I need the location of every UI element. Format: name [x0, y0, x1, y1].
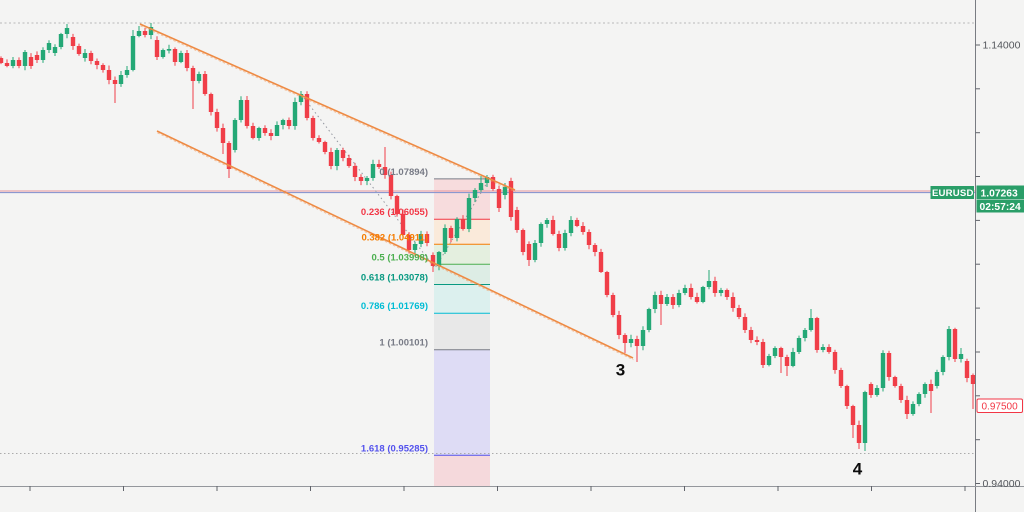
- svg-text:3: 3: [616, 361, 625, 380]
- svg-text:1.14000: 1.14000: [983, 40, 1021, 52]
- svg-text:EURUSD: EURUSD: [932, 188, 974, 199]
- svg-text:0.94000: 0.94000: [983, 478, 1021, 490]
- svg-text:0.236 (1.06055): 0.236 (1.06055): [361, 207, 428, 218]
- svg-text:1.07263: 1.07263: [981, 188, 1018, 199]
- svg-text:4: 4: [853, 460, 863, 479]
- svg-text:1 (1.00101): 1 (1.00101): [379, 338, 428, 349]
- svg-text:02:57:24: 02:57:24: [980, 202, 1021, 213]
- svg-text:0.618 (1.03078): 0.618 (1.03078): [361, 273, 428, 284]
- svg-text:0.97500: 0.97500: [982, 401, 1019, 412]
- svg-text:0.5 (1.03998): 0.5 (1.03998): [371, 252, 428, 263]
- svg-text:1.618 (0.95285): 1.618 (0.95285): [361, 443, 428, 454]
- svg-text:0 (1.07894): 0 (1.07894): [379, 167, 428, 178]
- svg-text:0.382 (1.04911): 0.382 (1.04911): [361, 232, 428, 243]
- svg-text:0.786 (1.01769): 0.786 (1.01769): [361, 301, 428, 312]
